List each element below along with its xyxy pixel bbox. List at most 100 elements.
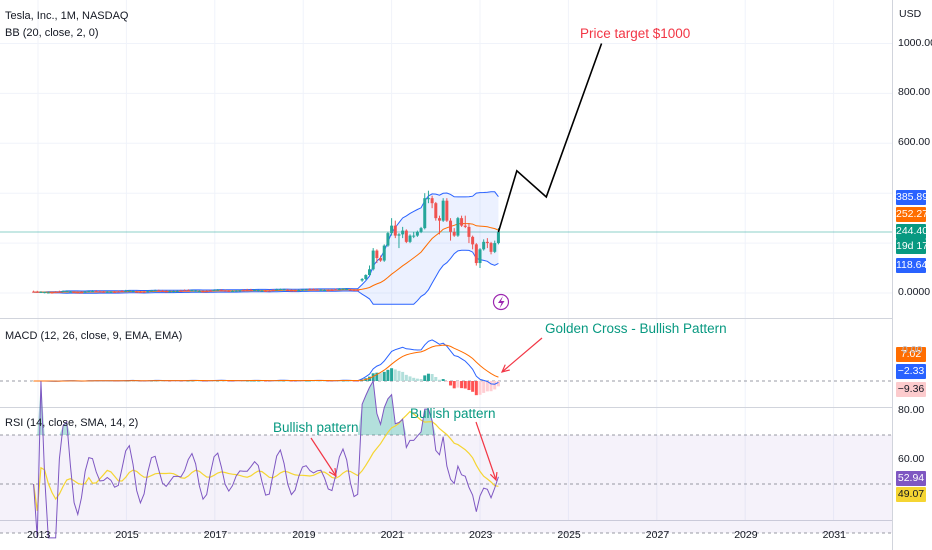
time-tick-label: 2013 bbox=[27, 529, 51, 541]
candle-body bbox=[375, 250, 379, 259]
candle-body bbox=[61, 291, 65, 293]
bullish-arrow-2 bbox=[475, 421, 497, 481]
candle-body bbox=[404, 230, 408, 242]
macd-histogram-bar bbox=[415, 378, 419, 381]
macd-histogram-bar bbox=[390, 368, 394, 381]
rsi-line bbox=[33, 379, 499, 539]
projection-path bbox=[497, 43, 603, 233]
macd-histogram-bar bbox=[286, 380, 290, 382]
rsi-indicator-label[interactable]: RSI (14, close, SMA, 14, 2) bbox=[5, 417, 139, 429]
time-tick-label: 2017 bbox=[203, 529, 228, 541]
candle-body bbox=[208, 290, 212, 292]
macd-histogram-bar bbox=[304, 380, 308, 382]
candle-body bbox=[452, 231, 456, 236]
candle-body bbox=[423, 198, 427, 229]
bb-fill-area bbox=[33, 191, 499, 305]
macd-histogram-bar bbox=[326, 381, 330, 382]
rsi-tick-label: 80.00 bbox=[898, 403, 925, 416]
time-tick-label: 2027 bbox=[645, 529, 670, 541]
candle-body bbox=[478, 249, 482, 264]
candle-body bbox=[323, 289, 327, 291]
price-projection-line[interactable] bbox=[497, 43, 603, 233]
macd-histogram-bar bbox=[330, 381, 334, 382]
macd-histogram-bar bbox=[164, 381, 168, 382]
candle-body bbox=[164, 291, 168, 293]
candle-body bbox=[482, 241, 486, 250]
candle-body bbox=[102, 291, 106, 293]
macd-histogram-bar bbox=[260, 380, 264, 382]
pane-separators bbox=[0, 0, 893, 550]
candle-body bbox=[289, 290, 293, 292]
candle-body bbox=[238, 290, 242, 292]
candle-body bbox=[146, 291, 150, 293]
candle-body bbox=[127, 290, 131, 292]
candle-body bbox=[312, 289, 316, 291]
bollinger-band-fill bbox=[33, 191, 499, 305]
macd-histogram-bar bbox=[234, 381, 238, 382]
candle-body bbox=[201, 291, 205, 293]
macd-histogram-bar bbox=[445, 381, 449, 382]
bb-basis-badge: 252.27 bbox=[896, 207, 929, 222]
candle-body bbox=[160, 290, 164, 292]
candle-body bbox=[419, 228, 423, 232]
candle-body bbox=[360, 279, 364, 281]
macd-histogram-bar bbox=[242, 380, 246, 382]
rsi-ma-badge: 49.07 bbox=[896, 487, 926, 502]
candle-body bbox=[212, 289, 216, 291]
macd-histogram-bar bbox=[282, 380, 286, 382]
candle-body bbox=[124, 290, 128, 292]
time-tick-label: 2019 bbox=[292, 529, 316, 541]
candle-body bbox=[79, 292, 83, 294]
candle-body bbox=[216, 289, 220, 291]
candle-body bbox=[116, 291, 120, 293]
macd-histogram-bar bbox=[175, 381, 179, 382]
macd-histogram-bar bbox=[423, 375, 427, 381]
candle-body bbox=[120, 291, 124, 293]
candle-body bbox=[474, 244, 478, 264]
rsi-overbought-fill bbox=[33, 381, 499, 435]
candle-body bbox=[308, 289, 312, 291]
bullish-arrow-1 bbox=[310, 437, 337, 477]
lightning-icon[interactable] bbox=[492, 293, 510, 311]
candle-body bbox=[390, 225, 394, 234]
macd-indicator-label[interactable]: MACD (12, 26, close, 9, EMA, EMA) bbox=[5, 330, 183, 342]
candle-body bbox=[471, 236, 475, 245]
candle-body bbox=[267, 290, 271, 292]
candle-body bbox=[485, 241, 489, 244]
golden-cross-arrow bbox=[501, 337, 543, 373]
bb-upper-badge: 385.89 bbox=[896, 190, 929, 205]
candle-body bbox=[379, 258, 383, 261]
macd-histogram-bar bbox=[160, 380, 164, 382]
last-price-badge[interactable]: 244.40 bbox=[896, 224, 929, 239]
macd-histogram-bar bbox=[135, 380, 139, 382]
candlestick-series[interactable] bbox=[32, 190, 500, 294]
candle-body bbox=[364, 275, 368, 280]
macd-histogram-bar bbox=[441, 379, 445, 381]
macd-histogram-bar bbox=[312, 380, 316, 382]
candle-body bbox=[345, 288, 349, 290]
macd-histogram-bar bbox=[297, 381, 301, 382]
macd-histogram-bar bbox=[194, 380, 198, 382]
candle-body bbox=[282, 289, 286, 291]
candle-body bbox=[87, 291, 91, 293]
candle-body bbox=[186, 290, 190, 292]
macd-histogram-bar bbox=[256, 380, 260, 382]
symbol-title: Tesla, Inc., 1M, NASDAQ bbox=[5, 10, 129, 22]
macd-histogram-bar bbox=[230, 381, 234, 382]
macd-histogram-bar bbox=[463, 381, 467, 389]
rsi-tick-label: 60.00 bbox=[898, 452, 925, 465]
bullish-arrow-1-head bbox=[328, 467, 337, 478]
macd-histogram-bar bbox=[375, 372, 379, 381]
candle-body bbox=[197, 291, 201, 293]
candle-body bbox=[256, 290, 260, 292]
macd-signal-badge: −9.36 bbox=[896, 382, 926, 397]
candle-body bbox=[149, 290, 153, 292]
candle-body bbox=[368, 269, 371, 276]
candle-body bbox=[50, 292, 54, 294]
price-tick-label: 0.0000 bbox=[898, 286, 931, 298]
bb-indicator-label[interactable]: BB (20, close, 2, 0) bbox=[5, 27, 99, 39]
candle-body bbox=[190, 290, 194, 292]
candle-body bbox=[441, 200, 445, 221]
rsi-value-badge: 52.94 bbox=[896, 471, 926, 486]
